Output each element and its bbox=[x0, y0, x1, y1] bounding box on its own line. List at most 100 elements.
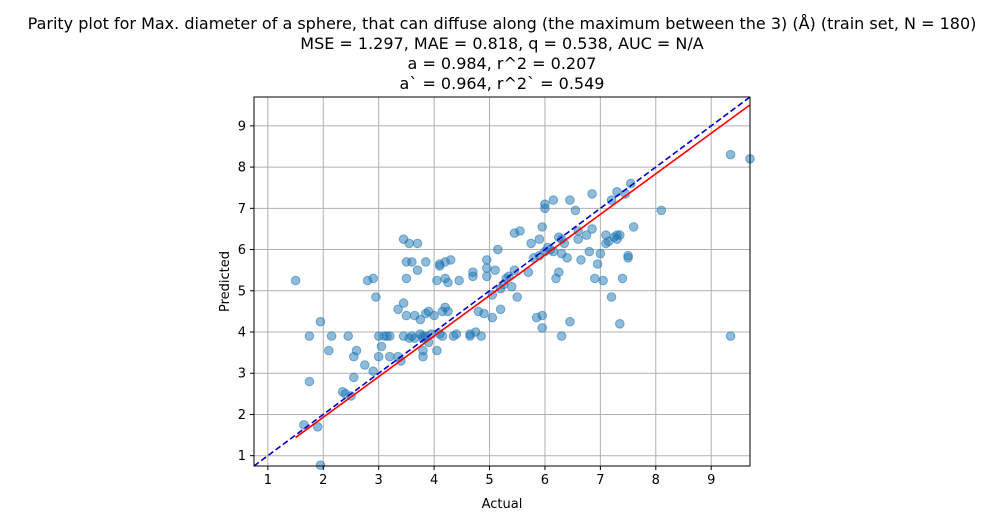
fit-lines bbox=[253, 96, 751, 467]
scatter-point bbox=[495, 304, 506, 315]
scatter-point bbox=[421, 257, 431, 267]
scatter-point bbox=[432, 345, 442, 356]
x-tick-label: 4 bbox=[430, 473, 438, 488]
scatter-point bbox=[451, 329, 462, 339]
scatter-point bbox=[626, 178, 636, 189]
scatter-point bbox=[617, 273, 628, 284]
scatter-point bbox=[351, 345, 362, 356]
scatter-point bbox=[401, 310, 412, 321]
scatter-point bbox=[443, 306, 453, 317]
scatter-point bbox=[398, 298, 409, 308]
scatter-point bbox=[454, 275, 464, 286]
scatter-point bbox=[445, 255, 456, 265]
x-tick-label: 7 bbox=[596, 473, 604, 488]
scatter-point bbox=[562, 252, 572, 263]
scatter-point bbox=[415, 314, 426, 325]
identity-line bbox=[253, 96, 751, 467]
scatter-point bbox=[468, 267, 478, 278]
scatter-point bbox=[554, 267, 564, 278]
plot-frame bbox=[253, 96, 751, 467]
scatter-point bbox=[385, 331, 395, 341]
scatter-point bbox=[506, 281, 517, 292]
scatter-point bbox=[592, 259, 603, 269]
title-line-1: Parity plot for Max. diameter of a spher… bbox=[28, 14, 977, 33]
scatter-point bbox=[343, 331, 354, 341]
scatter-point bbox=[368, 273, 379, 284]
scatter-point bbox=[304, 331, 315, 341]
scatter-point bbox=[315, 460, 326, 471]
x-tick-label: 6 bbox=[541, 473, 549, 488]
scatter-point bbox=[565, 316, 575, 327]
scatter-point bbox=[595, 248, 606, 259]
scatter-point bbox=[312, 422, 323, 432]
scatter-point bbox=[326, 331, 337, 341]
scatter-point bbox=[537, 323, 548, 333]
x-tick-label: 1 bbox=[264, 473, 272, 488]
scatter-point bbox=[537, 310, 548, 321]
y-tick-label: 1 bbox=[238, 449, 246, 464]
scatter-point bbox=[393, 304, 403, 315]
scatter-point bbox=[479, 308, 489, 319]
y-axis-ticks: 1 2 3 4 5 6 7 8 9 bbox=[238, 119, 254, 464]
scatter-point bbox=[304, 376, 315, 387]
scatter-point bbox=[656, 205, 667, 216]
scatter-point bbox=[587, 224, 597, 234]
scatter-point bbox=[581, 230, 592, 240]
scatter-point bbox=[315, 316, 326, 327]
scatter-point bbox=[412, 238, 423, 249]
scatter-point bbox=[476, 331, 487, 341]
scatter-point bbox=[565, 195, 575, 205]
scatter-point bbox=[429, 310, 439, 321]
scatter-point bbox=[482, 271, 492, 282]
scatter-point bbox=[512, 292, 523, 302]
scatter-point bbox=[360, 360, 370, 370]
scatter-point bbox=[623, 252, 633, 263]
scatter-point bbox=[584, 246, 595, 257]
scatter-point bbox=[615, 230, 625, 240]
x-tick-label: 8 bbox=[652, 473, 660, 488]
regression-line bbox=[295, 104, 751, 439]
scatter-point bbox=[368, 366, 379, 377]
x-tick-label: 2 bbox=[319, 473, 327, 488]
scatter-point bbox=[612, 187, 622, 197]
scatter-point bbox=[628, 222, 639, 232]
scatter-point bbox=[540, 203, 550, 214]
scatter-point bbox=[537, 222, 548, 232]
scatter-point bbox=[373, 351, 384, 362]
y-tick-label: 6 bbox=[238, 243, 246, 258]
y-tick-label: 5 bbox=[238, 284, 246, 299]
scatter-point bbox=[606, 292, 617, 302]
scatter-point bbox=[401, 273, 412, 284]
scatter-point bbox=[349, 372, 359, 383]
scatter-point bbox=[725, 331, 736, 341]
scatter-point bbox=[548, 195, 559, 205]
scatter-point bbox=[534, 234, 545, 244]
scatter-point bbox=[443, 277, 453, 288]
scatter-point bbox=[573, 234, 584, 244]
x-tick-label: 5 bbox=[485, 473, 493, 488]
scatter-point bbox=[418, 345, 428, 356]
scatter-point bbox=[412, 265, 423, 276]
x-axis-ticks: 1 2 3 4 5 6 7 8 9 bbox=[264, 466, 715, 488]
y-tick-label: 2 bbox=[238, 408, 246, 423]
scatter-point bbox=[385, 351, 395, 362]
y-tick-label: 3 bbox=[238, 367, 246, 382]
scatter-point bbox=[490, 265, 500, 276]
scatter-points bbox=[290, 149, 755, 471]
scatter-point bbox=[324, 345, 334, 356]
title-line-3: a = 0.984, r^2 = 0.207 bbox=[408, 54, 597, 73]
y-tick-label: 9 bbox=[238, 119, 246, 134]
x-tick-label: 9 bbox=[707, 473, 715, 488]
scatter-point bbox=[598, 275, 608, 286]
scatter-point bbox=[482, 255, 492, 265]
scatter-point bbox=[515, 226, 525, 236]
scatter-point bbox=[556, 331, 567, 341]
scatter-point bbox=[376, 341, 387, 352]
y-tick-label: 7 bbox=[238, 202, 246, 217]
scatter-point bbox=[493, 244, 503, 255]
scatter-point bbox=[404, 238, 415, 249]
scatter-point bbox=[526, 238, 536, 249]
x-axis-label: Actual bbox=[482, 497, 523, 512]
scatter-point bbox=[432, 275, 442, 286]
scatter-point bbox=[725, 149, 736, 160]
